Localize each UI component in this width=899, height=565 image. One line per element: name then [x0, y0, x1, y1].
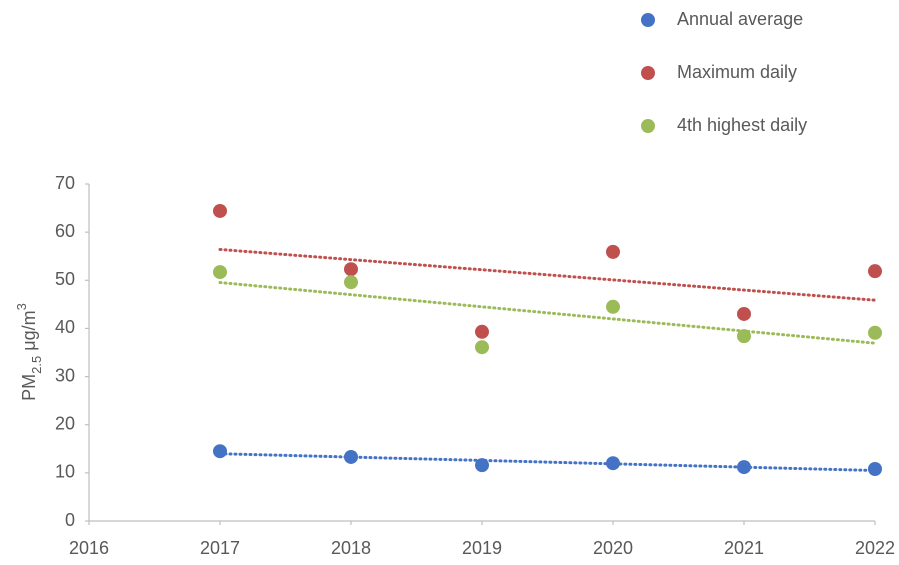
- x-tick-label: 2020: [593, 538, 633, 558]
- point: [737, 306, 751, 321]
- y-tick-label: 0: [65, 510, 75, 530]
- y-tick-label: 20: [55, 413, 75, 433]
- point: [475, 458, 489, 473]
- y-tick-label: 10: [55, 462, 75, 482]
- x-tick-label: 2019: [462, 538, 502, 558]
- x-tick-label: 2016: [69, 538, 109, 558]
- trendline: [218, 452, 877, 472]
- point: [737, 329, 751, 344]
- legend-label: Annual average: [677, 9, 803, 29]
- y-axis-label: PM2.5 μg/m3: [14, 303, 44, 401]
- y-tick-label: 70: [55, 173, 75, 193]
- point: [344, 275, 358, 290]
- point: [213, 444, 227, 459]
- legend-label: 4th highest daily: [677, 115, 807, 135]
- legend-marker: [641, 119, 655, 133]
- y-label-part: 3: [14, 303, 29, 310]
- point: [475, 324, 489, 339]
- point: [344, 449, 358, 464]
- x-tick-label: 2021: [724, 538, 764, 558]
- y-tick-label: 50: [55, 269, 75, 289]
- point: [213, 265, 227, 280]
- point: [606, 244, 620, 259]
- point: [868, 264, 882, 279]
- legend-label: Maximum daily: [677, 62, 797, 82]
- point: [868, 462, 882, 477]
- y-label-part: PM: [19, 374, 39, 401]
- trendline: [218, 281, 877, 345]
- point: [868, 325, 882, 340]
- point: [213, 203, 227, 218]
- y-label-part: 2.5: [29, 356, 44, 374]
- point: [475, 340, 489, 355]
- legend-marker: [641, 66, 655, 80]
- point: [344, 262, 358, 277]
- y-tick-label: 40: [55, 317, 75, 337]
- point: [606, 456, 620, 471]
- x-tick-label: 2017: [200, 538, 240, 558]
- x-tick-label: 2018: [331, 538, 371, 558]
- y-tick-label: 60: [55, 221, 75, 241]
- trendline: [218, 247, 877, 302]
- point: [606, 299, 620, 314]
- legend-marker: [641, 13, 655, 27]
- y-tick-label: 30: [55, 365, 75, 385]
- y-label-part: μg/m: [19, 310, 39, 355]
- point: [737, 460, 751, 475]
- x-tick-label: 2022: [855, 538, 895, 558]
